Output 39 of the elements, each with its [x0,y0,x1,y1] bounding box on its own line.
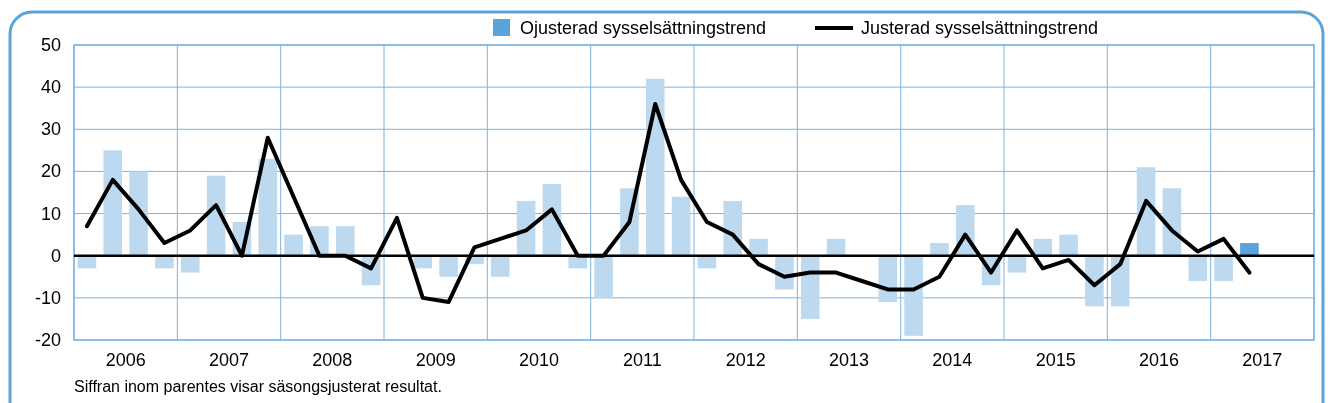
y-tick-label: 30 [40,119,61,140]
bar [490,255,510,277]
text: Ojusterad sysselsättningstrend [520,18,767,38]
text: Siffran inom parentes visar säsongsjusterat resultat. [74,378,442,395]
bar [284,234,303,256]
x-tick-label: 2013 [828,350,870,370]
x-tick-label: 2017 [1242,350,1283,370]
y-tick-label: -20 [34,330,61,350]
bar [1214,255,1233,281]
y-tick-label: 10 [40,203,61,224]
x-tick-label: 2014 [932,350,973,370]
y-tick-label: -10 [34,287,61,308]
bar [645,78,665,256]
x-tick-label: 2015 [1035,350,1076,370]
y-tick-label: 20 [40,161,61,182]
bar [180,255,200,273]
x-tick-label: 2011 [622,350,662,370]
x-tick-label: 2008 [312,350,353,370]
bar [594,255,613,298]
bar [439,255,458,277]
bar [800,255,820,319]
bar [671,196,691,256]
bar [335,226,355,256]
bar [1188,255,1208,281]
y-tick-label: 0 [50,245,61,266]
x-tick-label: 2012 [725,350,766,370]
bar [258,158,278,256]
x-tick-label: 2016 [1138,350,1180,370]
bar [103,150,123,256]
y-tick-label: 50 [40,35,61,55]
bar [904,255,923,336]
y-tick-label: 40 [40,77,61,98]
x-tick-label: 2006 [105,350,146,370]
legend-label: Justerad sysselsättningstrend [861,18,1099,38]
x-tick-label: 2007 [208,350,250,370]
bar [1059,234,1078,256]
bar [1007,255,1027,273]
x-tick-label: 2010 [518,350,560,370]
x-tick-label: 2009 [415,350,456,370]
